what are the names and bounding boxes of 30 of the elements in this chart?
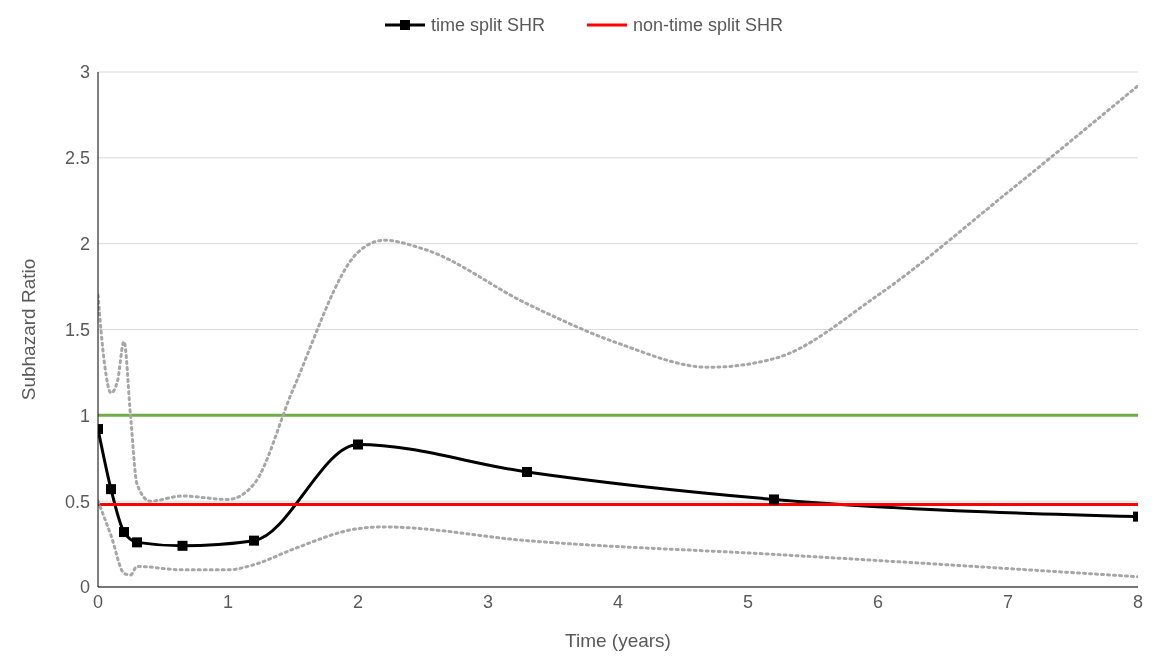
legend-label: non-time split SHR bbox=[632, 14, 784, 36]
y-tick-label: 1.5 bbox=[64, 319, 90, 340]
line-series bbox=[98, 84, 1138, 503]
y-tick-label: 2.5 bbox=[64, 148, 90, 169]
x-tick-label: 8 bbox=[1132, 591, 1144, 612]
x-tick-label: 5 bbox=[742, 591, 754, 612]
point bbox=[132, 537, 142, 548]
point bbox=[769, 494, 779, 505]
x-tick-label: 0 bbox=[92, 591, 104, 612]
x-tick-label: 4 bbox=[612, 591, 624, 612]
point bbox=[249, 535, 259, 546]
x-tick-label: 6 bbox=[872, 591, 884, 612]
point bbox=[353, 439, 363, 450]
x-tick-label: 3 bbox=[482, 591, 494, 612]
x-tick-label: 1 bbox=[222, 591, 234, 612]
x-tick-label: 2 bbox=[352, 591, 364, 612]
x-axis-title: Time (years) bbox=[565, 630, 671, 651]
legend-label: time split SHR bbox=[430, 14, 545, 36]
point bbox=[177, 540, 188, 551]
y-tick-label: 0 bbox=[79, 577, 90, 598]
point bbox=[106, 484, 116, 495]
y-axis-title: Subhazard Ratio bbox=[17, 258, 39, 401]
point bbox=[522, 466, 532, 477]
y-tick-label: 2 bbox=[79, 234, 90, 255]
line-series bbox=[98, 499, 1138, 579]
y-tick-label: 0.5 bbox=[64, 491, 90, 512]
point bbox=[119, 527, 129, 538]
y-tick-label: 1 bbox=[79, 405, 90, 426]
y-tick-label: 3 bbox=[79, 62, 90, 83]
x-tick-label: 7 bbox=[1002, 591, 1014, 612]
